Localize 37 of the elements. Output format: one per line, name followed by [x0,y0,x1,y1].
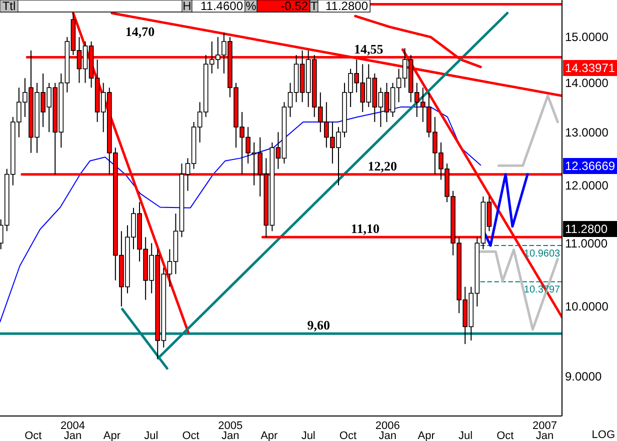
annotation: T [310,0,318,13]
annotation: H [182,0,192,13]
x-tick-label: Jul [458,430,473,441]
annotation: 14,70 [125,24,155,39]
annotation: 11.4600 [200,0,244,13]
annotation: % [246,0,257,13]
annotation: 14,55 [354,41,384,56]
y-tick-label: 14.0000 [565,76,609,90]
y-tick-label: 11.0000 [565,236,608,250]
x-tick-label: 2007 Jan [532,420,558,441]
x-tick-label: 2006 Jan [375,420,400,441]
x-tick-label: Apr [260,430,278,441]
text: 11.2800 [565,222,608,236]
annotation: 11.2800 [326,0,368,13]
text: 12.36669 [565,159,616,174]
x-tick-label: Oct [339,430,357,441]
x-tick-label: Apr [418,430,436,441]
x-tick-label: Oct [24,430,42,441]
annotation: Ttl [2,0,16,13]
x-tick-label: 2005 Jan [218,420,243,441]
y-tick-label: 15.0000 [565,30,609,44]
annotation: 9,60 [307,318,330,333]
x-tick-label: Jul [301,430,316,441]
y-tick-label: 10.0000 [565,300,609,314]
x-tick-label: 2004 Jan [60,420,86,441]
annotation: 12,20 [368,158,398,174]
y-tick-label: 12.0000 [565,178,609,193]
y-tick-label: 9.0000 [565,370,602,384]
text: 14.33971 [565,61,616,76]
annotation: -0.52 [280,0,308,13]
x-tick-label: Oct [182,430,200,441]
annotation: 11,10 [350,221,380,236]
x-tick-label: Apr [103,430,121,441]
x-tick-label: Oct [496,430,514,441]
x-tick-label: Jul [144,430,158,441]
y-tick-label: 13.0000 [565,125,609,140]
text: LOG [592,429,615,441]
